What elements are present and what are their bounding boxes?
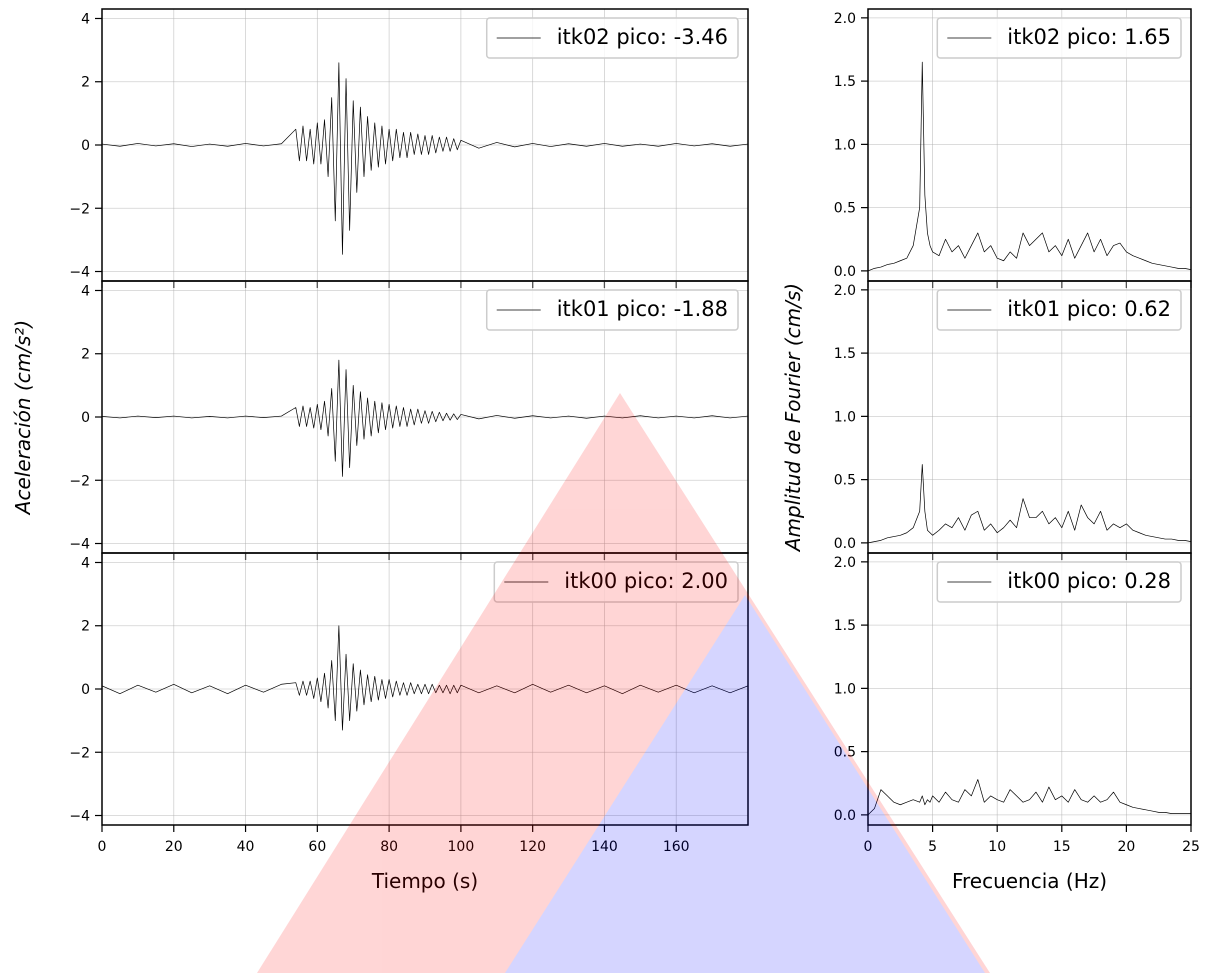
y-tick-label: 1.0: [834, 409, 856, 425]
x-tick-label: 80: [380, 839, 398, 855]
y-axis-label: Aceleración (cm/s²): [11, 320, 35, 516]
legend-box: [485, 17, 739, 59]
x-axis-label: Frecuencia (Hz): [952, 869, 1107, 893]
subplot: −4 −2 0 2 4 itk01 pico: -1.88: [69, 280, 749, 560]
series-line: [868, 61, 1191, 272]
legend-label: itk02 pico: -3.46: [557, 25, 728, 49]
legend-label: itk01 pico: -1.88: [557, 297, 728, 321]
x-tick-label: 15: [1053, 839, 1071, 855]
x-tick-label: 40: [237, 839, 255, 855]
y-tick-label: −4: [69, 265, 90, 281]
legend-box: [936, 289, 1182, 331]
y-tick-label: −2: [69, 745, 90, 761]
x-tick-label: 10: [988, 839, 1006, 855]
y-tick-label: 0.0: [834, 264, 856, 280]
series-line: [102, 62, 748, 255]
series-group: [102, 359, 748, 477]
legend: itk02 pico: -3.46: [485, 17, 739, 59]
legend-label: itk00 pico: 0.28: [1007, 569, 1171, 593]
y-tick-label: 2: [81, 75, 90, 91]
subplot: −4 −2 0 2 4 itk02 pico: -3.46 Aceleración (cm/…: [11, 8, 749, 516]
x-tick-label: 5: [928, 839, 937, 855]
y-tick-label: 0: [81, 138, 90, 154]
x-tick-label: 120: [519, 839, 546, 855]
y-tick-label: 1.0: [834, 681, 856, 697]
y-tick-label: 4: [81, 283, 90, 299]
x-tick-label: 60: [308, 839, 326, 855]
series-line: [868, 464, 1191, 544]
subplot: 0 20 40 60 80 100 120 140 160 −4 −2 0 2 4 itk00 pico: …: [69, 552, 749, 893]
y-tick-label: 1.5: [834, 346, 856, 362]
legend-box: [936, 561, 1182, 603]
y-tick-label: 2.0: [834, 555, 856, 571]
legend: itk01 pico: 0.62: [936, 289, 1182, 331]
y-axis-label: Amplitud de Fourier (cm/s): [781, 283, 805, 553]
series-group: [102, 625, 748, 731]
series-group: [868, 61, 1191, 272]
watermark-red: [257, 393, 990, 973]
y-tick-label: 2: [81, 347, 90, 363]
legend: itk02 pico: 1.65: [936, 17, 1182, 59]
series-line: [102, 625, 748, 731]
legend: itk00 pico: 2.00: [493, 561, 739, 603]
y-tick-label: −4: [69, 809, 90, 825]
y-tick-label: 0: [81, 410, 90, 426]
y-tick-label: −2: [69, 473, 90, 489]
y-tick-label: 0.5: [834, 745, 856, 761]
watermark-blue: [505, 595, 985, 973]
x-tick-label: 160: [663, 839, 690, 855]
legend-label: itk01 pico: 0.62: [1007, 297, 1171, 321]
y-tick-label: 1.5: [834, 618, 856, 634]
y-tick-label: −4: [69, 537, 90, 553]
y-tick-label: 0.0: [834, 536, 856, 552]
legend-box: [936, 17, 1182, 59]
y-tick-label: 2.0: [834, 11, 856, 27]
legend-label: itk00 pico: 2.00: [564, 569, 728, 593]
subplot: 0.0 0.5 1.0 1.5 2.0 itk01 pico: 0.62: [834, 280, 1192, 560]
legend-box: [493, 561, 739, 603]
x-tick-label: 20: [165, 839, 183, 855]
legend-label: itk02 pico: 1.65: [1007, 25, 1171, 49]
x-tick-label: 20: [1117, 839, 1135, 855]
y-tick-label: 0.0: [834, 808, 856, 824]
y-tick-label: 1.0: [834, 137, 856, 153]
x-tick-label: 100: [448, 839, 475, 855]
series-group: [102, 62, 748, 255]
y-tick-label: 2: [81, 619, 90, 635]
y-tick-label: 0: [81, 682, 90, 698]
y-tick-label: 4: [81, 555, 90, 571]
axes-frame: [101, 552, 749, 826]
y-tick-label: 4: [81, 11, 90, 27]
x-axis-label: Tiempo (s): [371, 869, 478, 893]
x-tick-label: 0: [98, 839, 107, 855]
y-tick-label: 0.5: [834, 473, 856, 489]
y-tick-label: −2: [69, 201, 90, 217]
series-group: [868, 779, 1191, 816]
legend: itk00 pico: 0.28: [936, 561, 1182, 603]
x-tick-label: 25: [1182, 839, 1200, 855]
y-tick-label: 0.5: [834, 201, 856, 217]
x-tick-label: 0: [864, 839, 873, 855]
axes-frame: [867, 552, 1192, 826]
subplot: 0 5 10 15 20 25 0.0 0.5 1.0 1.5 2.0 itk00 pico: 0.2…: [834, 552, 1200, 893]
plots: −4 −2 0 2 4 itk02 pico: -3.46 Aceleración (cm/…: [11, 8, 1200, 893]
y-tick-label: 2.0: [834, 283, 856, 299]
series-line: [102, 359, 748, 477]
legend-box: [485, 289, 739, 331]
x-tick-label: 140: [591, 839, 618, 855]
y-tick-label: 1.5: [834, 74, 856, 90]
series-line: [868, 779, 1191, 816]
series-group: [868, 464, 1191, 544]
subplot: 0.0 0.5 1.0 1.5 2.0 itk02 pico: 1.65 Amplitud …: [781, 8, 1192, 553]
legend: itk01 pico: -1.88: [485, 289, 739, 331]
watermark: [257, 393, 990, 973]
